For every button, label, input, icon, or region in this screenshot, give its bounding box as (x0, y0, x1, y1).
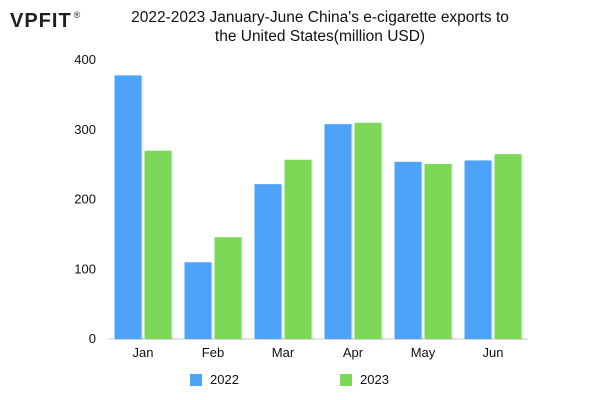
y-tick-label: 400 (74, 52, 96, 67)
bar-2023-jan (144, 150, 172, 339)
chart-title: 2022-2023 January-June China's e-cigaret… (131, 9, 509, 45)
bar-2022-jan (114, 75, 142, 339)
legend-swatch (190, 373, 202, 386)
legend-label: 2022 (210, 372, 239, 387)
legend-label: 2023 (360, 372, 389, 387)
brand-logo: VPFIT ® (10, 10, 80, 32)
y-tick-label: 0 (89, 331, 96, 346)
x-tick-label: Mar (272, 345, 295, 360)
bar-2023-may (424, 163, 452, 339)
legend-item-2023: 2023 (340, 372, 389, 387)
x-tick-label: Jan (133, 345, 154, 360)
y-tick-label: 100 (74, 261, 96, 276)
bar-2023-feb (214, 237, 242, 339)
bar-2022-apr (324, 124, 352, 339)
registered-mark: ® (73, 10, 81, 20)
x-tick-label: Jun (483, 345, 504, 360)
bar-2023-mar (284, 159, 312, 339)
bar-2022-jun (464, 160, 492, 339)
bar-2023-jun (494, 154, 522, 339)
legend-swatch (340, 373, 352, 386)
chart-legend: 2022 2023 (0, 372, 600, 392)
y-tick-label: 200 (74, 192, 96, 207)
legend-item-2022: 2022 (190, 372, 239, 387)
x-tick-label: Feb (202, 345, 224, 360)
x-tick-label: May (411, 345, 436, 360)
logo-text: VPFIT (10, 10, 72, 32)
bar-2022-may (394, 161, 422, 339)
x-tick-label: Apr (343, 345, 364, 360)
bar-2022-feb (184, 262, 212, 339)
y-tick-label: 300 (74, 122, 96, 137)
bar-2023-apr (354, 122, 382, 340)
bar-2022-mar (254, 184, 282, 339)
